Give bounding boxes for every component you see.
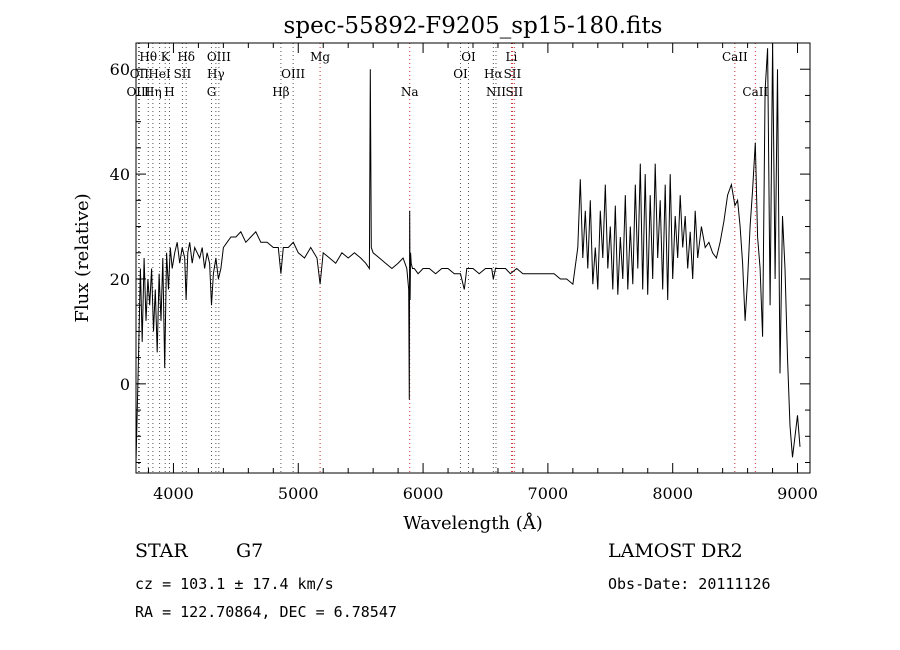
marker-label: Hβ <box>272 85 289 99</box>
x-tick-label: 6000 <box>403 484 444 503</box>
y-tick-label: 60 <box>110 60 130 79</box>
marker-label: G <box>207 85 217 99</box>
x-axis-label: Wavelength (Å) <box>403 512 543 534</box>
y-tick-label: 0 <box>120 375 130 394</box>
obs-date: Obs-Date: 20111126 <box>608 575 771 593</box>
plot-frame <box>135 42 811 474</box>
marker-label: SII <box>174 67 192 81</box>
marker-label: NII <box>486 85 506 99</box>
marker-label: OIII <box>126 85 150 99</box>
marker-label: Hη <box>144 85 162 99</box>
object-class: STAR <box>135 540 188 562</box>
marker-label: CaII <box>742 85 768 99</box>
marker-label: Li <box>506 50 518 64</box>
survey-name: LAMOST DR2 <box>608 540 743 562</box>
x-tick-label: 8000 <box>652 484 693 503</box>
marker-label: H <box>164 85 174 99</box>
object-subclass: G7 <box>236 540 264 562</box>
y-tick-label: 40 <box>110 165 130 184</box>
x-tick-label: 5000 <box>278 484 319 503</box>
marker-label: Hδ <box>177 50 195 64</box>
spectrum-line <box>136 43 801 463</box>
marker-label: SII <box>505 85 523 99</box>
marker-label: OI <box>461 50 476 64</box>
marker-label: HeI <box>148 67 171 81</box>
marker-label: Na <box>401 85 419 99</box>
redshift-text: cz = 103.1 ± 17.4 km/s <box>135 575 334 593</box>
x-tick-label: 9000 <box>777 484 818 503</box>
marker-label: K <box>161 50 171 64</box>
axes: 4000 5000 6000 7000 8000 9000 0 20 40 60 <box>110 42 818 503</box>
marker-label: Mg <box>310 50 330 64</box>
marker-label: OIII <box>281 67 305 81</box>
marker-label: OII <box>130 67 150 81</box>
marker-label: CaII <box>722 50 748 64</box>
x-tick-label: 7000 <box>528 484 569 503</box>
spectrum-series <box>136 43 801 463</box>
x-tick-label: 4000 <box>153 484 194 503</box>
y-tick-label: 20 <box>110 270 130 289</box>
marker-label: Hγ <box>207 67 225 81</box>
marker-label: Hθ <box>139 50 157 64</box>
marker-label: OIII <box>207 50 231 64</box>
coordinates: RA = 122.70864, DEC = 6.78547 <box>135 603 397 621</box>
marker-label: Hα <box>484 67 503 81</box>
y-axis-label: Flux (relative) <box>72 193 93 322</box>
marker-label: OI <box>453 67 468 81</box>
marker-label: SII <box>504 67 522 81</box>
chart-title: spec-55892-F9205_sp15-180.fits <box>284 13 663 39</box>
